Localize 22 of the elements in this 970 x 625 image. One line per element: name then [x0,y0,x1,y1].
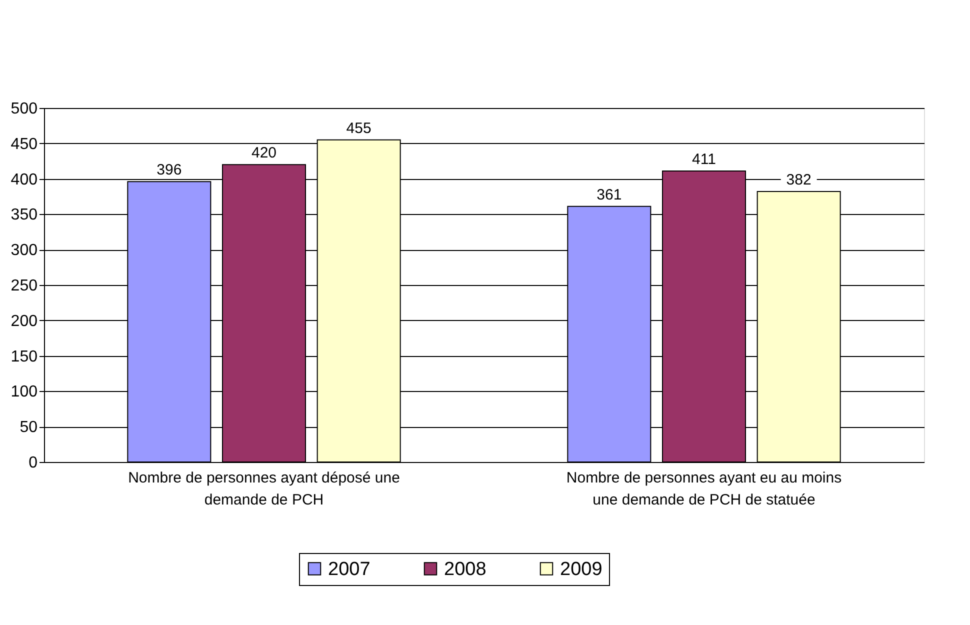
y-tick-label: 0 [28,454,38,472]
data-label: 382 [786,172,812,189]
y-tick-label: 500 [10,100,38,118]
x-tick-label: Nombre de personnes ayant eu au moins une demande de PCH de statuée [566,470,842,508]
y-tick-label: 200 [10,312,38,330]
legend-label: 2008 [444,558,486,580]
x-tick-label: Nombre de personnes ayant déposé une demande de PCH [128,470,400,508]
y-tick-label: 50 [20,419,38,436]
y-tick-label: 350 [10,206,38,224]
legend-label: 2007 [328,558,370,580]
data-label: 361 [596,186,622,204]
data-label: 420 [251,144,277,162]
y-tick-label: 250 [10,278,38,294]
y-tick-label: 300 [10,242,38,260]
data-label: 411 [692,151,716,168]
y-tick-label: 150 [10,348,38,366]
y-tick-label: 400 [10,171,38,188]
data-label: 396 [156,162,182,179]
y-tick-label: 100 [10,384,38,401]
legend-label: 2009 [560,558,602,580]
y-tick-label: 450 [10,136,38,153]
data-label: 455 [346,120,372,137]
